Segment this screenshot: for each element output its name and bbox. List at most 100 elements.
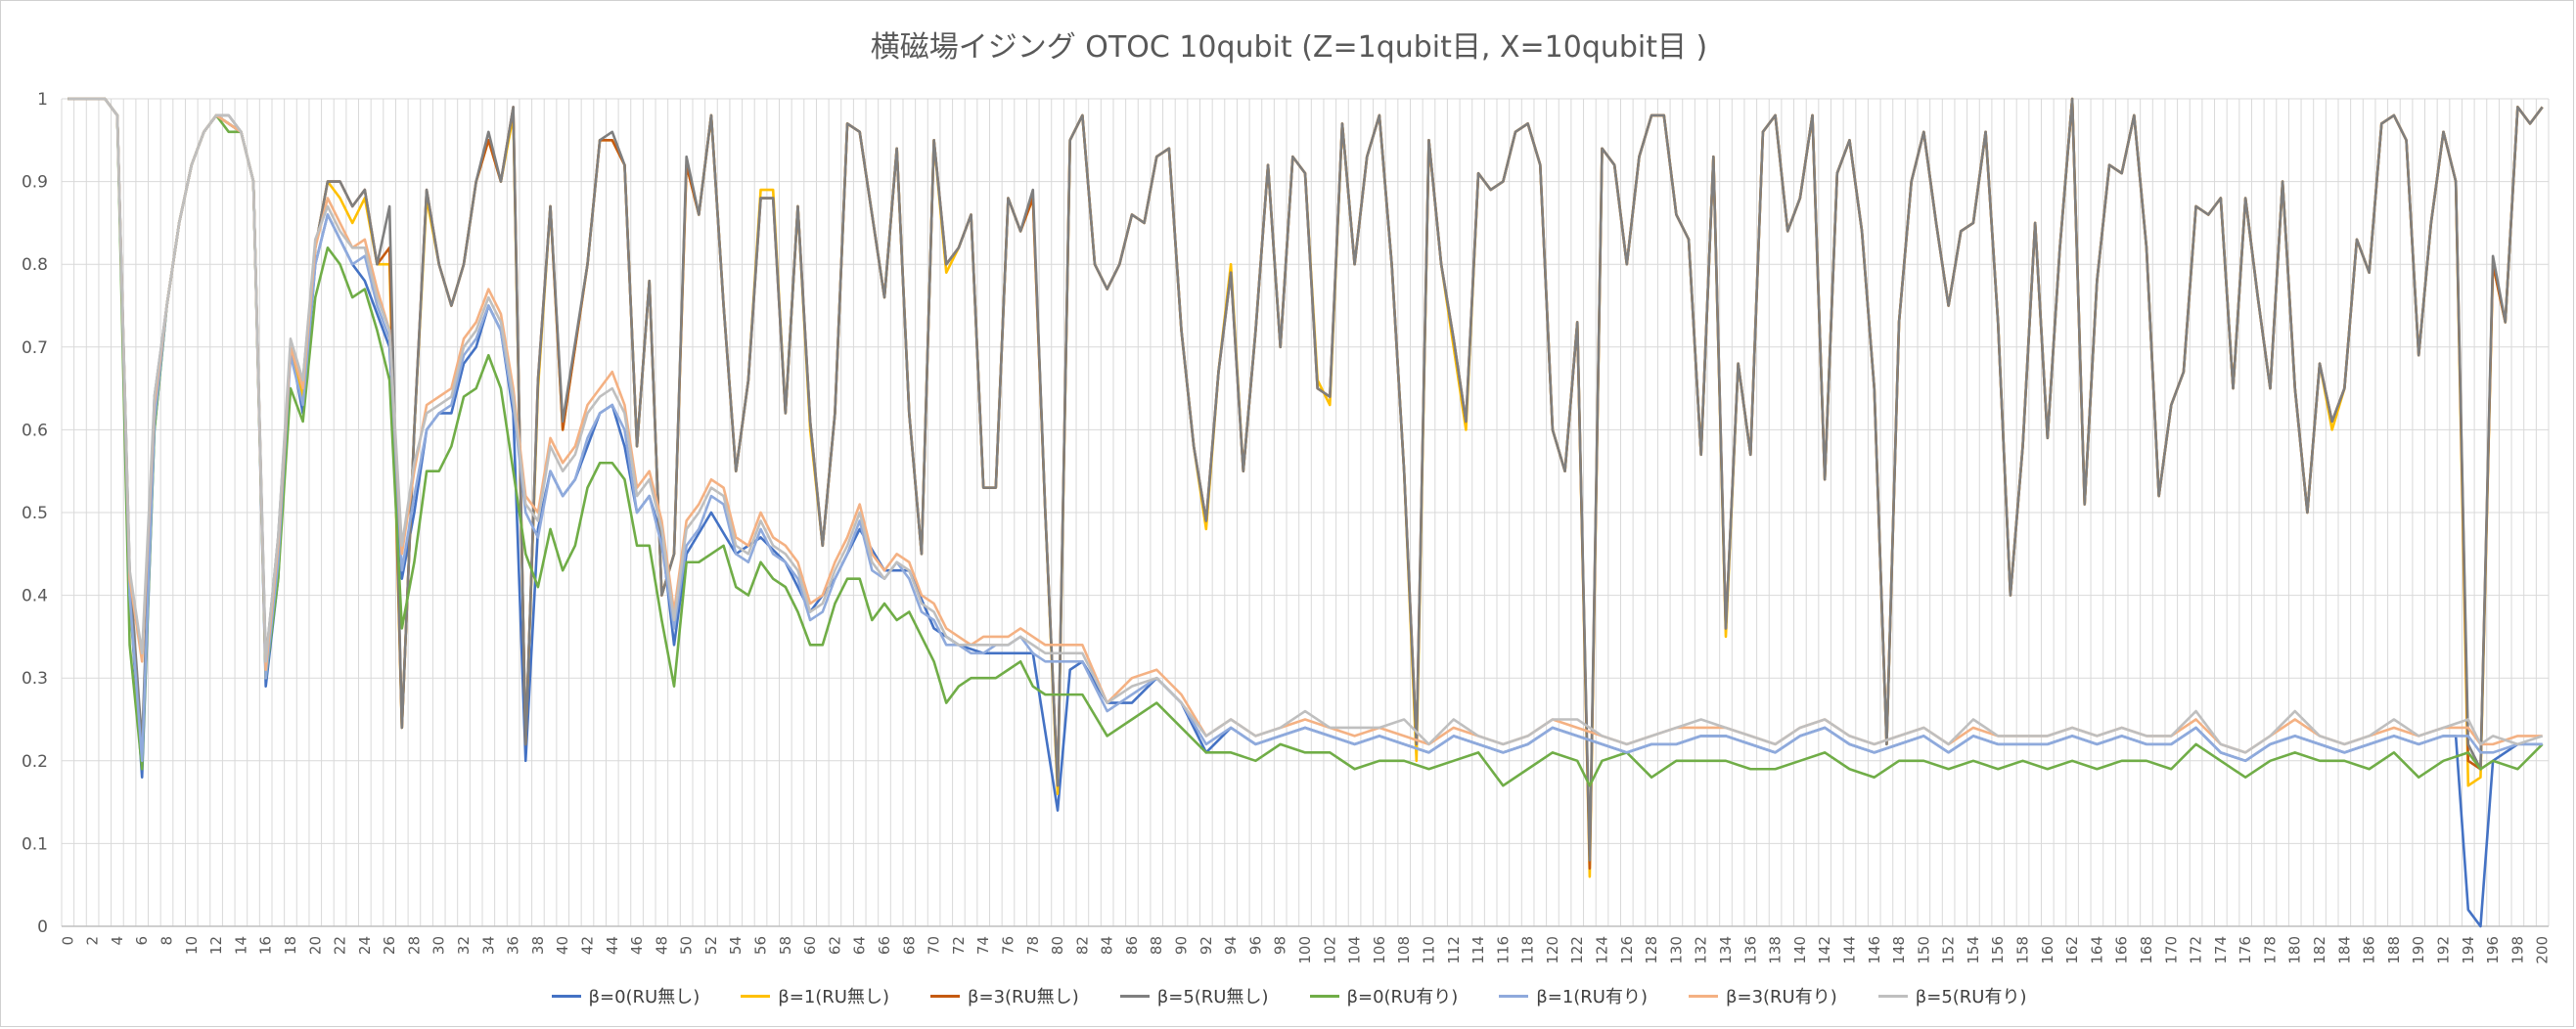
- x-tick-label: 88: [1148, 936, 1165, 955]
- legend-label: β=3(RU無し): [968, 987, 1079, 1007]
- series-line-8: [68, 97, 2544, 754]
- y-tick-label: 1: [37, 90, 48, 110]
- x-tick-label: 28: [405, 936, 423, 955]
- x-tick-label: 188: [2385, 936, 2403, 964]
- x-tick-label: 22: [332, 936, 349, 955]
- x-tick-label: 78: [1024, 936, 1042, 955]
- legend-label: β=0(RU有り): [1346, 987, 1459, 1007]
- x-tick-label: 72: [950, 936, 968, 955]
- x-tick-label: 126: [1618, 936, 1636, 964]
- x-tick-label: 52: [702, 936, 720, 955]
- x-tick-label: 178: [2261, 936, 2279, 964]
- y-tick-label: 0.6: [22, 421, 48, 440]
- x-tick-label: 60: [801, 936, 819, 955]
- x-tick-label: 2: [84, 936, 102, 946]
- legend-swatch: [930, 994, 960, 998]
- legend-item-1: β=0(RU無し): [551, 983, 700, 1008]
- x-tick-label: 24: [356, 936, 374, 955]
- x-tick-label: 70: [926, 936, 943, 955]
- legend-label: β=0(RU無し): [588, 987, 700, 1007]
- line-chart: 00.10.20.30.40.50.60.70.80.91 0 2 4 6 8 10 12 1…: [22, 90, 2552, 964]
- x-tick-label: 120: [1544, 936, 1561, 964]
- y-tick-label: 0.4: [22, 587, 48, 606]
- x-tick-label: 0: [59, 936, 76, 946]
- x-tick-label: 200: [2534, 936, 2552, 964]
- x-tick-label: 130: [1667, 936, 1685, 964]
- legend-item-4: β=5(RU無し): [1119, 983, 1269, 1008]
- x-tick-label: 180: [2286, 936, 2304, 964]
- x-tick-label: 92: [1198, 936, 1215, 955]
- x-tick-label: 122: [1568, 936, 1586, 964]
- x-tick-label: 4: [109, 936, 126, 946]
- x-tick-label: 62: [826, 936, 843, 955]
- x-tick-label: 142: [1816, 936, 1833, 964]
- x-tick-label: 32: [455, 936, 473, 955]
- x-tick-label: 48: [653, 936, 670, 955]
- x-tick-label: 94: [1222, 936, 1240, 955]
- x-tick-label: 20: [306, 936, 324, 955]
- x-tick-label: 190: [2410, 936, 2427, 964]
- legend-label: β=3(RU有り): [1726, 987, 1837, 1007]
- x-tick-label: 164: [2088, 936, 2105, 964]
- x-tick-label: 82: [1073, 936, 1091, 955]
- x-tick-label: 186: [2361, 936, 2378, 964]
- x-tick-label: 194: [2460, 936, 2477, 964]
- x-tick-label: 80: [1049, 936, 1066, 955]
- x-tick-label: 116: [1494, 936, 1512, 964]
- series-line-2: [68, 97, 2544, 878]
- x-tick-label: 16: [257, 936, 275, 955]
- x-tick-label: 104: [1346, 936, 1364, 964]
- y-tick-label: 0.8: [22, 255, 48, 275]
- x-tick-label: 106: [1371, 936, 1388, 964]
- x-tick-label: 128: [1643, 936, 1660, 964]
- legend-swatch: [1499, 994, 1529, 998]
- x-tick-label: 136: [1741, 936, 1759, 964]
- series-lines: [68, 97, 2544, 928]
- x-tick-label: 172: [2188, 936, 2205, 964]
- series-line-6: [68, 97, 2543, 763]
- x-tick-label: 162: [2063, 936, 2081, 964]
- x-tick-label: 156: [1989, 936, 2007, 964]
- y-axis-tick-labels: 0 0.1 0.2 0.3 0.4 0.5 0.6 0.7 0.8 0.9 1: [22, 90, 48, 937]
- x-tick-label: 64: [851, 936, 869, 955]
- x-tick-label: 36: [505, 936, 522, 955]
- x-tick-label: 158: [2014, 936, 2032, 964]
- x-tick-label: 132: [1693, 936, 1710, 964]
- legend-label: β=1(RU有り): [1536, 987, 1648, 1007]
- legend-label: β=1(RU無し): [778, 987, 889, 1007]
- x-tick-label: 100: [1296, 936, 1314, 964]
- x-tick-label: 38: [529, 936, 547, 955]
- x-tick-label: 182: [2311, 936, 2328, 964]
- x-tick-label: 138: [1767, 936, 1785, 964]
- y-tick-label: 0.5: [22, 504, 48, 523]
- series-line-7: [68, 97, 2543, 754]
- x-tick-label: 10: [183, 936, 201, 955]
- legend-swatch: [1877, 994, 1908, 998]
- legend-swatch: [1309, 994, 1339, 998]
- x-tick-label: 68: [900, 936, 918, 955]
- legend-item-6: β=1(RU有り): [1499, 983, 1648, 1008]
- x-tick-label: 54: [727, 936, 745, 955]
- y-tick-label: 0.2: [22, 752, 48, 772]
- x-tick-label: 98: [1272, 936, 1289, 955]
- x-tick-label: 76: [999, 936, 1017, 955]
- y-tick-label: 0: [37, 917, 48, 937]
- x-tick-label: 166: [2113, 936, 2131, 964]
- x-tick-label: 18: [282, 936, 299, 955]
- x-tick-label: 170: [2162, 936, 2180, 964]
- x-tick-label: 152: [1940, 936, 1958, 964]
- x-axis-tick-labels: 0 2 4 6 8 10 12 14 16 18 20 22 24 26 28 30 32 34 36 38 40 42 4…: [59, 936, 2551, 964]
- x-tick-label: 154: [1965, 936, 1982, 964]
- x-tick-label: 150: [1915, 936, 1932, 964]
- x-tick-label: 12: [207, 936, 225, 955]
- x-tick-label: 6: [133, 936, 151, 946]
- x-tick-label: 196: [2484, 936, 2502, 964]
- y-tick-label: 0.3: [22, 669, 48, 689]
- series-line-4: [68, 97, 2544, 862]
- legend-swatch: [741, 994, 771, 998]
- x-tick-label: 112: [1445, 936, 1463, 964]
- x-tick-label: 96: [1246, 936, 1264, 955]
- x-tick-label: 102: [1321, 936, 1338, 964]
- x-tick-label: 146: [1866, 936, 1883, 964]
